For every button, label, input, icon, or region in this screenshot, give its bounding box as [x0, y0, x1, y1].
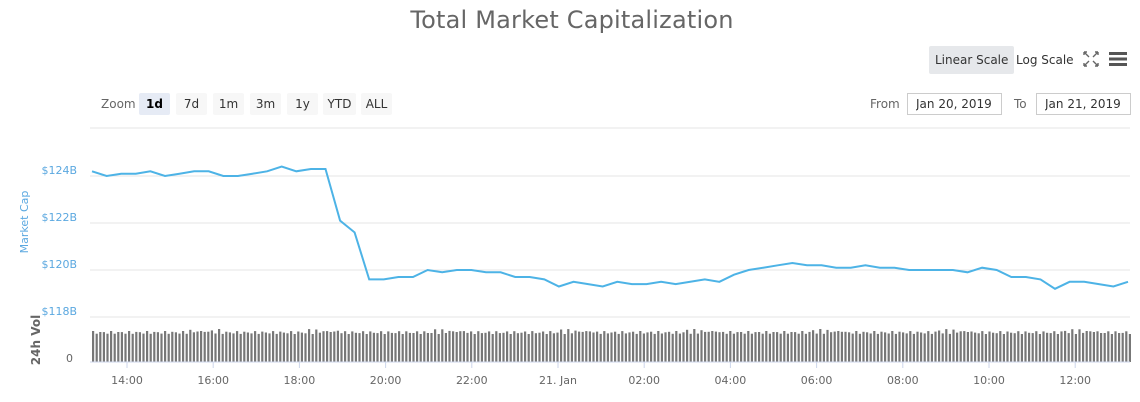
- volume-y-tick-0: 0: [66, 352, 73, 365]
- x-tick-label: 10:00: [973, 374, 1005, 387]
- y-tick-124: $124B: [41, 164, 77, 177]
- x-tick-label: 04:00: [715, 374, 747, 387]
- zoom-1d-button[interactable]: 1d: [139, 93, 170, 115]
- chart-title: Total Market Capitalization: [410, 6, 734, 34]
- zoom-3m-button[interactable]: 3m: [250, 93, 281, 115]
- volume-axis-title: 24h Vol: [29, 315, 43, 365]
- x-tick-label: 22:00: [456, 374, 488, 387]
- zoom-ytd-button[interactable]: YTD: [323, 93, 356, 115]
- x-tick-label: 06:00: [801, 374, 833, 387]
- hamburger-menu-icon[interactable]: [1109, 52, 1127, 66]
- to-date-input[interactable]: [1036, 93, 1131, 115]
- zoom-1m-button[interactable]: 1m: [213, 93, 244, 115]
- linear-scale-button[interactable]: Linear Scale: [929, 46, 1015, 74]
- x-tick-label: 14:00: [111, 374, 143, 387]
- to-label: To: [1014, 97, 1027, 111]
- y-tick-120: $120B: [41, 258, 77, 271]
- log-scale-button[interactable]: Log Scale: [1016, 53, 1074, 67]
- x-tick-label: 21. Jan: [539, 374, 577, 387]
- x-tick-label: 20:00: [370, 374, 402, 387]
- y-tick-118: $118B: [41, 305, 77, 318]
- x-axis-ticks: 14:00 16:00 18:00 20:00 22:00 21. Jan 02:00 04:…: [111, 362, 1091, 387]
- x-tick-label: 08:00: [887, 374, 919, 387]
- x-tick-label: 02:00: [628, 374, 660, 387]
- fullscreen-icon[interactable]: [1083, 51, 1099, 67]
- zoom-1y-button[interactable]: 1y: [287, 93, 318, 115]
- from-label: From: [870, 97, 900, 111]
- y-axis-title: Market Cap: [18, 191, 31, 254]
- y-tick-122: $122B: [41, 211, 77, 224]
- zoom-7d-button[interactable]: 7d: [176, 93, 207, 115]
- x-tick-label: 16:00: [197, 374, 229, 387]
- market-cap-line: [91, 165, 1129, 290]
- x-tick-label: 12:00: [1059, 374, 1091, 387]
- zoom-all-button[interactable]: ALL: [361, 93, 392, 115]
- x-tick-label: 18:00: [284, 374, 316, 387]
- from-date-input[interactable]: [907, 93, 1002, 115]
- volume-bars: [92, 329, 1131, 362]
- zoom-label: Zoom: [101, 97, 136, 111]
